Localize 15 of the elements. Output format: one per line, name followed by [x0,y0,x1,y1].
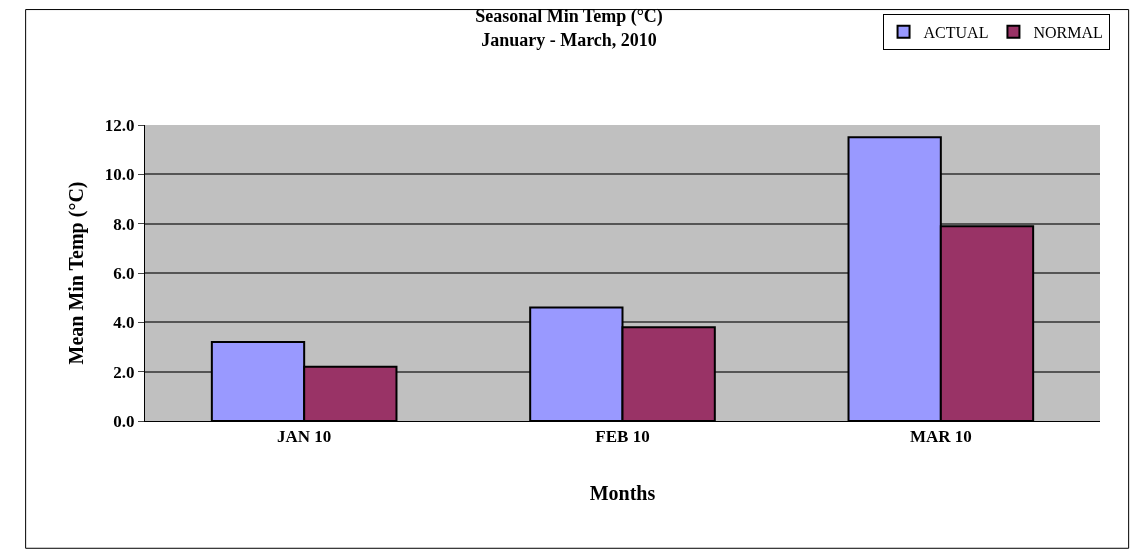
chart-title: Seasonal Min Temp (°C) January - March, 2010 [475,6,663,50]
y-axis-title: Mean Min Temp (°C) [65,181,89,365]
y-tick-label: 6.0 [113,263,135,283]
y-tick-label: 4.0 [113,313,135,333]
y-tick-label: 0.0 [113,411,135,431]
legend-label: ACTUAL [923,24,989,42]
x-tick-label: MAR 10 [909,427,972,447]
y-tick-label: 10.0 [104,165,135,185]
y-tick-label: 12.0 [104,115,135,135]
x-tick-label: FEB 10 [595,427,650,447]
y-tick-label: 8.0 [113,214,135,234]
x-tick-label: JAN 10 [277,427,332,447]
x-axis-title: Months [589,481,656,504]
y-tick-label: 2.0 [113,362,135,382]
legend-label: NORMAL [1033,24,1103,42]
